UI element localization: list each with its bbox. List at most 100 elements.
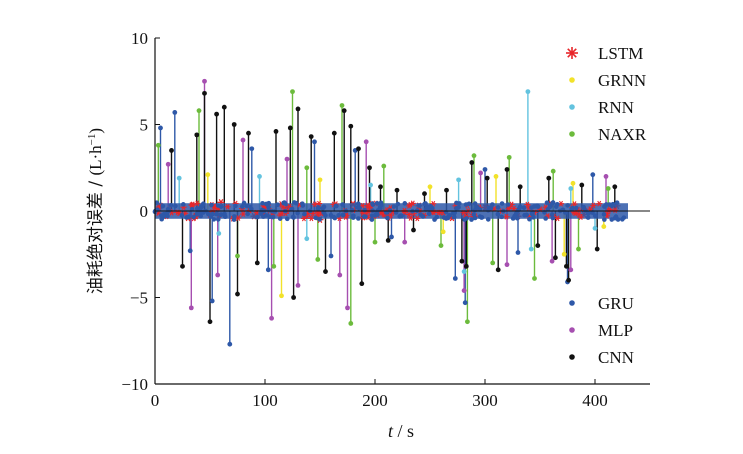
data-point-cnn bbox=[323, 269, 328, 274]
legend-label: RNN bbox=[598, 98, 634, 117]
band-marker-gru bbox=[179, 212, 185, 218]
band-marker-gru bbox=[549, 212, 555, 217]
band-marker-lstm bbox=[182, 210, 189, 217]
band-marker-gru bbox=[471, 212, 477, 217]
noise-band-layer bbox=[152, 200, 628, 222]
data-point-rnn bbox=[176, 175, 182, 181]
band-marker-gru bbox=[499, 201, 505, 206]
data-point-rnn bbox=[216, 231, 222, 236]
data-point-rnn bbox=[592, 225, 598, 231]
band-marker-lstm bbox=[414, 215, 421, 222]
data-point-rnn bbox=[304, 236, 310, 242]
band-marker-lstm bbox=[311, 201, 318, 208]
band-marker-gru bbox=[472, 215, 478, 221]
data-point-cnn bbox=[553, 255, 558, 261]
band-marker-gru bbox=[168, 202, 174, 208]
band-marker-gru bbox=[198, 211, 203, 217]
band-marker-gru bbox=[361, 214, 367, 219]
band-marker-gru bbox=[201, 201, 206, 207]
band-marker-gru bbox=[426, 206, 432, 211]
data-point-naxr bbox=[465, 319, 470, 325]
band-marker-gru bbox=[420, 214, 426, 219]
data-point-cnn bbox=[331, 130, 337, 136]
x-tick-label: 100 bbox=[252, 391, 278, 410]
band-marker-lstm bbox=[572, 210, 579, 217]
band-marker-gru bbox=[313, 215, 319, 221]
legend-marker bbox=[569, 354, 575, 360]
data-point-mlp bbox=[549, 258, 555, 264]
band-marker-gru bbox=[569, 206, 574, 212]
band-marker-gru bbox=[554, 201, 560, 207]
data-point-cnn bbox=[287, 125, 293, 131]
band-marker-gru bbox=[266, 207, 272, 213]
band-marker-gru bbox=[402, 201, 408, 206]
data-point-naxr bbox=[576, 246, 581, 252]
band-marker-gru bbox=[387, 208, 393, 213]
band-marker-gru bbox=[485, 217, 491, 222]
data-point-cnn bbox=[564, 263, 569, 269]
legend-marker bbox=[569, 104, 575, 110]
data-point-mlp bbox=[295, 282, 301, 288]
band-marker-gru bbox=[189, 206, 195, 212]
legend-label: NAXR bbox=[598, 125, 647, 144]
legend-item-lstm: LSTM bbox=[566, 44, 643, 63]
data-point-rnn bbox=[456, 177, 461, 183]
band-marker-gru bbox=[451, 214, 457, 220]
data-point-cnn bbox=[463, 263, 469, 269]
band-marker-gru bbox=[374, 201, 380, 206]
data-point-gru bbox=[482, 167, 488, 172]
band-marker-gru bbox=[362, 207, 367, 213]
data-point-grnn bbox=[317, 177, 323, 183]
data-point-cnn bbox=[295, 106, 301, 112]
y-axis-label: 油耗绝对误差 / (L·h−1) bbox=[86, 128, 106, 294]
data-point-naxr bbox=[550, 168, 556, 174]
band-marker-gru bbox=[613, 214, 619, 219]
band-marker-gru bbox=[375, 212, 380, 217]
data-point-cnn bbox=[341, 108, 347, 114]
band-marker-gru bbox=[609, 217, 615, 222]
band-marker-gru bbox=[441, 215, 447, 220]
band-marker-lstm bbox=[364, 202, 371, 209]
data-point-naxr bbox=[155, 142, 161, 148]
band-marker-lstm bbox=[571, 201, 578, 207]
band-marker-gru bbox=[249, 206, 254, 212]
data-point-mlp bbox=[202, 78, 207, 84]
data-point-rnn bbox=[368, 182, 373, 188]
band-marker-lstm bbox=[612, 207, 619, 214]
band-marker-gru bbox=[282, 200, 287, 205]
band-marker-gru bbox=[350, 215, 356, 220]
band-marker-gru bbox=[355, 201, 361, 207]
data-point-gru bbox=[462, 300, 468, 306]
data-point-naxr bbox=[235, 253, 240, 259]
data-point-cnn bbox=[546, 175, 552, 181]
band-marker-gru bbox=[232, 214, 237, 219]
data-point-mlp bbox=[269, 315, 274, 321]
band-marker-lstm bbox=[590, 202, 597, 209]
band-marker-gru bbox=[378, 203, 384, 208]
band-marker-gru bbox=[417, 203, 422, 208]
band-marker-gru bbox=[574, 205, 579, 211]
data-point-gru bbox=[158, 125, 163, 131]
data-point-gru bbox=[515, 250, 521, 255]
band-marker-gru bbox=[529, 205, 534, 210]
data-point-rnn bbox=[257, 174, 262, 179]
band-marker-gru bbox=[284, 216, 290, 222]
data-point-cnn bbox=[411, 227, 416, 233]
band-marker-gru bbox=[619, 217, 625, 222]
band-marker-gru bbox=[349, 207, 355, 213]
band-marker-gru bbox=[217, 212, 223, 218]
data-point-gru bbox=[172, 109, 178, 115]
band-marker-gru bbox=[463, 202, 469, 207]
data-point-mlp bbox=[284, 156, 290, 162]
data-point-naxr bbox=[438, 243, 444, 249]
band-marker-gru bbox=[240, 204, 245, 209]
band-marker-gru bbox=[233, 203, 238, 209]
data-point-rnn bbox=[461, 269, 467, 274]
y-tick-label: −10 bbox=[121, 375, 148, 394]
data-point-grnn bbox=[427, 184, 433, 190]
data-point-cnn bbox=[566, 277, 571, 283]
data-point-gru bbox=[227, 341, 233, 347]
data-point-cnn bbox=[484, 175, 490, 181]
legend-label: MLP bbox=[598, 321, 633, 340]
data-point-gru bbox=[590, 172, 596, 178]
